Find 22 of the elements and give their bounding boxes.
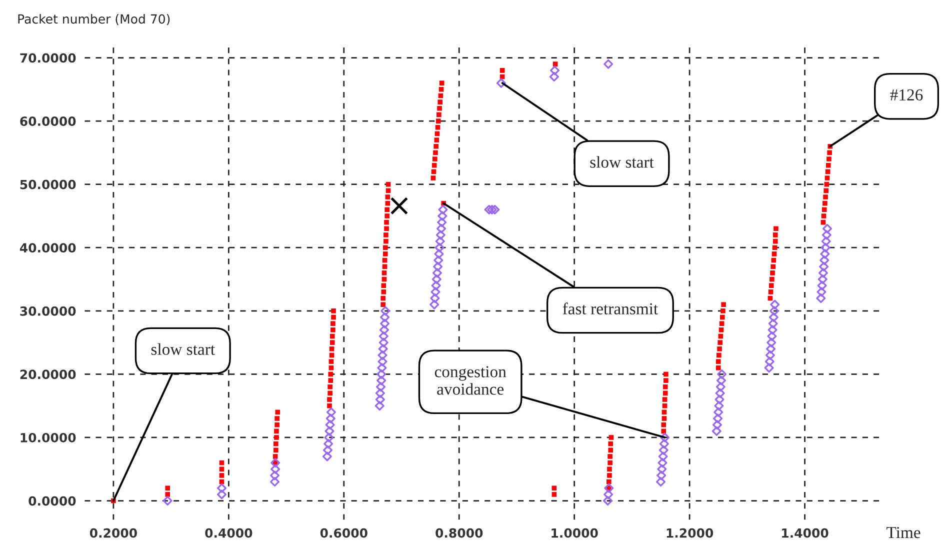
x-tick-label: 1.4000	[782, 528, 828, 538]
annotation: #126	[890, 89, 923, 101]
annotation: slow start	[151, 343, 215, 355]
y-tick-label: 30.0000	[20, 306, 76, 316]
y-tick-label: 0.0000	[28, 496, 76, 506]
x-tick-label: 0.4000	[205, 528, 252, 538]
x-tick-label: 0.2000	[90, 528, 137, 538]
x-tick-label: 0.6000	[320, 528, 368, 538]
x-tick-label: 1.2000	[666, 528, 714, 538]
y-tick-label: 70.0000	[20, 53, 76, 63]
y-tick-label: 60.0000	[20, 116, 76, 126]
y-tick-label: 50.0000	[20, 180, 76, 190]
x-tick-label: 1.0000	[552, 528, 598, 538]
x-axis-title: Time	[886, 526, 920, 538]
y-tick-label: 20.0000	[20, 370, 76, 380]
annotation: fast retransmit	[562, 302, 658, 314]
y-tick-label: 10.0000	[20, 432, 76, 442]
x-tick-label: 0.8000	[436, 528, 483, 538]
y-axis-title: Packet number (Mod 70)	[18, 14, 170, 26]
annotation: slow start	[590, 156, 654, 168]
y-tick-label: 40.0000	[20, 243, 76, 253]
annotation: congestion avoidance	[434, 366, 506, 395]
